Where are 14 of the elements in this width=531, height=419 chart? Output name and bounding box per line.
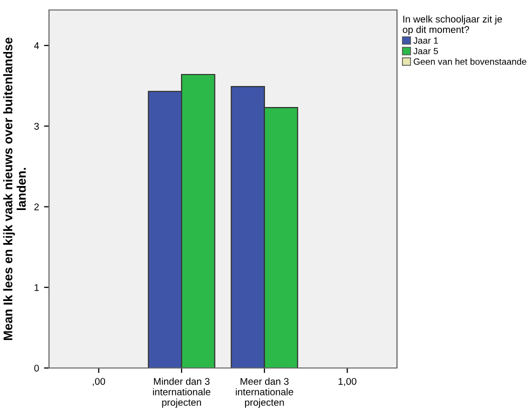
y-tick-label: 0 bbox=[34, 364, 39, 372]
x-tick-label: Meer dan 3 internationale projecten bbox=[236, 378, 294, 408]
y-tick-label: 4 bbox=[34, 42, 39, 49]
y-axis-title: Mean Ik lees en kijk vaak nieuws over buitenlandse landen. bbox=[3, 38, 26, 340]
legend-label: Jaar 5 bbox=[413, 48, 438, 54]
x-tick-label: ,00 bbox=[92, 378, 106, 386]
legend-title: In welk schooljaar zit je op dit moment? bbox=[402, 15, 502, 35]
legend-label: Geen van het bovenstaande bbox=[414, 58, 526, 65]
y-tick-label: 1 bbox=[34, 284, 39, 291]
legend-label: Jaar 1 bbox=[413, 37, 438, 44]
y-tick-label: 3 bbox=[34, 122, 39, 130]
x-tick-label: 1,00 bbox=[338, 378, 356, 386]
x-tick-label: Minder dan 3 internationale projecten bbox=[153, 378, 210, 408]
y-tick-label: 2 bbox=[34, 203, 39, 210]
